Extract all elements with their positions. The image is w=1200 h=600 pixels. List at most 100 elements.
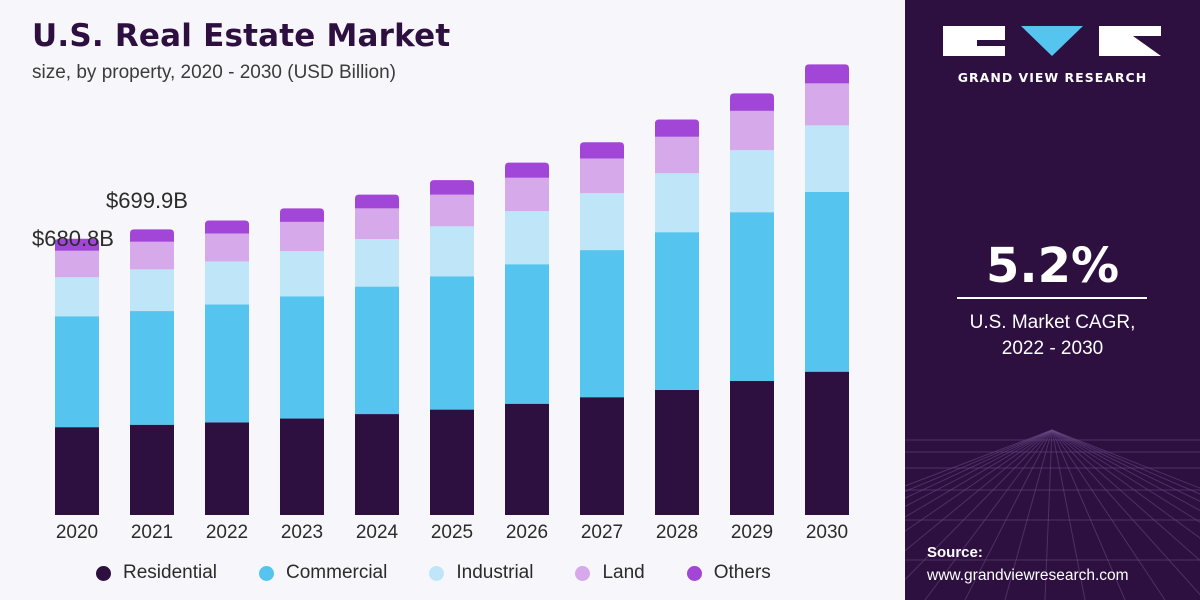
x-tick-label: 2030 [806, 522, 848, 543]
bar-segment-land-2027 [580, 158, 624, 194]
data-label-2021: $699.9B [106, 188, 188, 213]
bar-segment-industrial-2024 [355, 239, 399, 287]
grid-line [1004, 429, 1053, 600]
source-link[interactable]: www.grandviewresearch.com [927, 567, 1129, 584]
bar-segment-residential-2026 [505, 403, 549, 515]
bar-segment-residential-2027 [580, 397, 624, 515]
bar-segment-commercial-2025 [430, 276, 474, 410]
grid-line [1051, 429, 1200, 523]
bar-segment-commercial-2027 [580, 250, 624, 398]
bar-segment-commercial-2030 [805, 191, 849, 372]
bar-segment-industrial-2023 [280, 251, 324, 297]
grid-line [1051, 429, 1200, 502]
grid-line [1051, 429, 1200, 596]
x-tick-label: 2027 [581, 522, 623, 543]
x-tick-label: 2028 [656, 522, 698, 543]
bar-segment-commercial-2028 [655, 232, 699, 390]
grid-line [1051, 429, 1200, 489]
bar-segment-residential-2023 [280, 418, 324, 515]
bar-segment-industrial-2026 [505, 211, 549, 265]
grid-line [905, 429, 1053, 507]
grid-line [905, 429, 1053, 499]
gvr-logo [943, 26, 1161, 56]
bar-segment-commercial-2029 [730, 212, 774, 381]
bar-segment-industrial-2020 [55, 277, 99, 317]
bar-segment-residential-2022 [205, 422, 249, 515]
bar-segment-land-2021 [130, 241, 174, 270]
legend-label: Residential [123, 562, 217, 583]
grid-line [924, 429, 1053, 600]
bar-segment-land-2020 [55, 250, 99, 278]
logo-triangle-v [1021, 26, 1083, 56]
bar-segment-land-2030 [805, 83, 849, 126]
bar-segment-residential-2028 [655, 389, 699, 515]
cagr-label-line1: U.S. Market CAGR, [969, 312, 1136, 333]
bar-segment-industrial-2022 [205, 261, 249, 305]
bar-segment-others-2026 [505, 162, 549, 178]
bar-segment-others-2030 [805, 64, 849, 84]
bar-segment-others-2028 [655, 119, 699, 137]
grid-line [905, 429, 1053, 492]
bar-segment-commercial-2023 [280, 296, 324, 419]
bar-segment-residential-2030 [805, 371, 849, 515]
x-tick-label: 2020 [56, 522, 98, 543]
bar-segment-residential-2024 [355, 414, 399, 515]
grid-line [905, 429, 1053, 581]
bar-segment-others-2027 [580, 142, 624, 159]
legend-swatch [429, 565, 445, 581]
bar-segment-others-2020 [55, 238, 99, 251]
legend-item-commercial: Commercial [259, 562, 387, 584]
bar-segment-others-2022 [205, 220, 249, 234]
legend-swatch [575, 565, 591, 581]
chart-panel: U.S. Real Estate Market size, by propert… [32, 18, 849, 584]
bar-segment-commercial-2020 [55, 316, 99, 428]
brand-sidebar: GRAND VIEW RESEARCH 5.2% U.S. Market CAG… [905, 0, 1200, 600]
x-tick-label: 2029 [731, 522, 773, 543]
cagr-divider [957, 297, 1147, 299]
bar-segment-others-2024 [355, 194, 399, 209]
chart-subtitle: size, by property, 2020 - 2030 (USD Bill… [32, 62, 396, 83]
cagr-label-line2: 2022 - 2030 [1001, 338, 1104, 359]
data-label-2020: $680.8B [32, 226, 114, 251]
x-tick-label: 2023 [281, 522, 323, 543]
grid-line [1044, 429, 1053, 600]
legend-swatch [96, 565, 111, 581]
bar-segment-others-2021 [130, 229, 174, 242]
legend-item-residential: Residential [96, 562, 217, 584]
bar-segment-land-2024 [355, 208, 399, 240]
logo-block-g-notch [977, 40, 1005, 46]
legend-swatch [686, 565, 702, 581]
bar-segment-industrial-2030 [805, 125, 849, 192]
grid-line [1051, 429, 1166, 600]
bar-segment-industrial-2028 [655, 173, 699, 233]
bar-segment-residential-2021 [130, 424, 174, 515]
chart-title: U.S. Real Estate Market [32, 18, 451, 54]
bar-segment-industrial-2025 [430, 226, 474, 277]
grid-line [905, 429, 1053, 532]
chart-legend: Residential Commercial Industrial Land Other… [96, 562, 813, 584]
x-tick-label: 2022 [206, 522, 248, 543]
legend-label: Others [713, 562, 771, 583]
legend-item-land: Land [575, 562, 645, 584]
source-label: Source: [927, 544, 983, 561]
bar-segment-land-2025 [430, 194, 474, 227]
legend-label: Industrial [456, 562, 534, 583]
bar-segment-others-2025 [430, 180, 474, 195]
bar-segment-land-2022 [205, 233, 249, 262]
bar-segment-industrial-2027 [580, 193, 624, 251]
bar-segment-commercial-2024 [355, 286, 399, 415]
bar-segment-commercial-2021 [130, 311, 174, 425]
grid-line [1051, 429, 1200, 511]
bar-segment-others-2023 [280, 208, 324, 222]
grid-line [964, 429, 1053, 600]
legend-label: Commercial [286, 562, 388, 583]
grid-line [905, 429, 1053, 487]
x-tick-label: 2025 [431, 522, 473, 543]
grid-line [905, 429, 1053, 552]
cagr-label: U.S. Market CAGR, 2022 - 2030 [905, 310, 1200, 362]
grid-line [1051, 429, 1200, 539]
legend-item-others: Others [686, 562, 771, 584]
grid-line [905, 429, 1053, 518]
bar-segment-industrial-2029 [730, 150, 774, 213]
legend-item-industrial: Industrial [429, 562, 533, 584]
